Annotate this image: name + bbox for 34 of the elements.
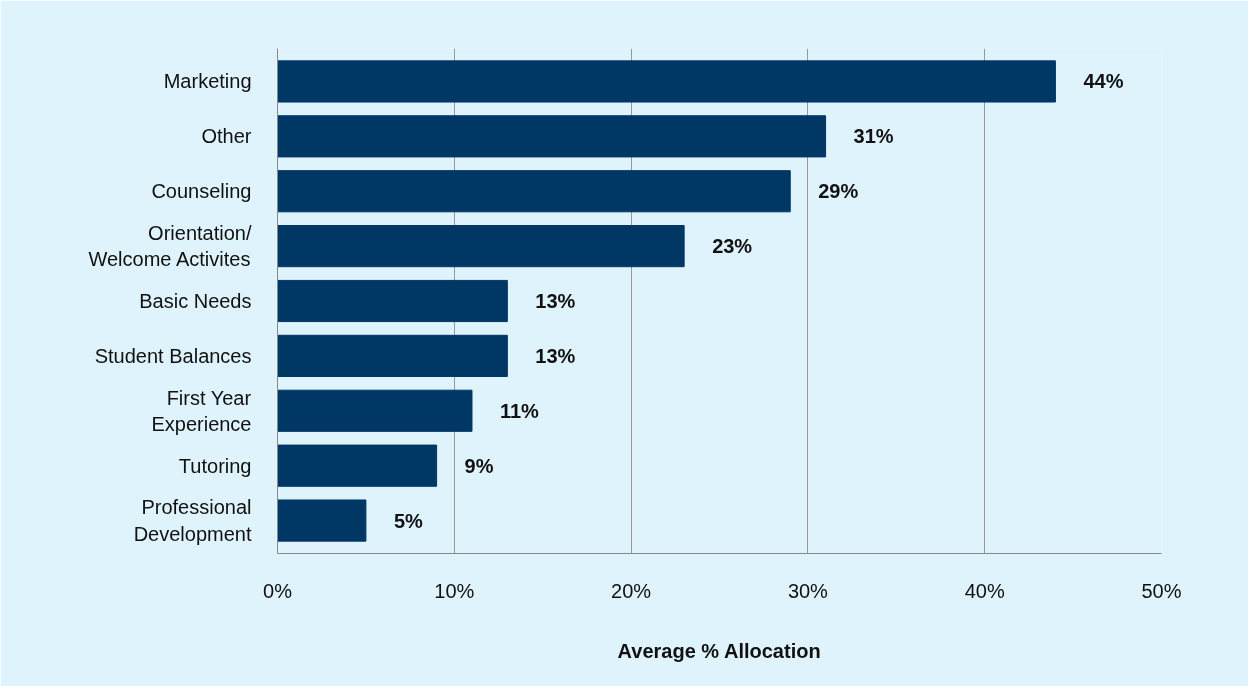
bar: [277, 60, 1056, 103]
bar: [277, 444, 438, 487]
x-tick-label: 0%: [263, 579, 293, 602]
data-label: 29%: [818, 180, 859, 203]
y-tick-label: Marketing: [163, 70, 252, 93]
bar: [277, 115, 827, 158]
bar: [277, 170, 791, 213]
data-label: 11%: [499, 399, 540, 422]
y-tick-label: Other: [201, 125, 252, 148]
bar: [277, 389, 473, 432]
x-tick-label: 40%: [964, 579, 1005, 602]
y-tick-label: Orientation/ Welcome Activites: [88, 221, 252, 271]
data-label: 23%: [712, 235, 753, 258]
y-tick-label: Tutoring: [178, 454, 252, 477]
x-tick-label: 30%: [787, 579, 829, 602]
y-tick-label: Professional Development: [133, 496, 252, 545]
x-axis-title: Average % Allocation: [617, 639, 821, 662]
y-tick-label: Counseling: [151, 180, 252, 203]
data-label: 13%: [535, 344, 576, 367]
y-tick-label: Student Balances: [94, 344, 252, 367]
bar: [277, 499, 367, 542]
data-label: 9%: [464, 454, 494, 477]
data-label: 31%: [853, 125, 894, 148]
bar: [277, 334, 508, 377]
x-tick-label: 50%: [1141, 579, 1182, 602]
data-label: 44%: [1083, 70, 1124, 93]
bar: [277, 225, 685, 268]
data-label: 5%: [393, 509, 424, 532]
bar: [277, 279, 508, 323]
data-label: 13%: [535, 290, 576, 312]
x-tick-label: 20%: [611, 579, 652, 602]
x-tick-label: 10%: [434, 579, 475, 602]
y-tick-label: Basic Needs: [139, 290, 252, 312]
y-tick-label: First Year Experience: [151, 386, 252, 435]
